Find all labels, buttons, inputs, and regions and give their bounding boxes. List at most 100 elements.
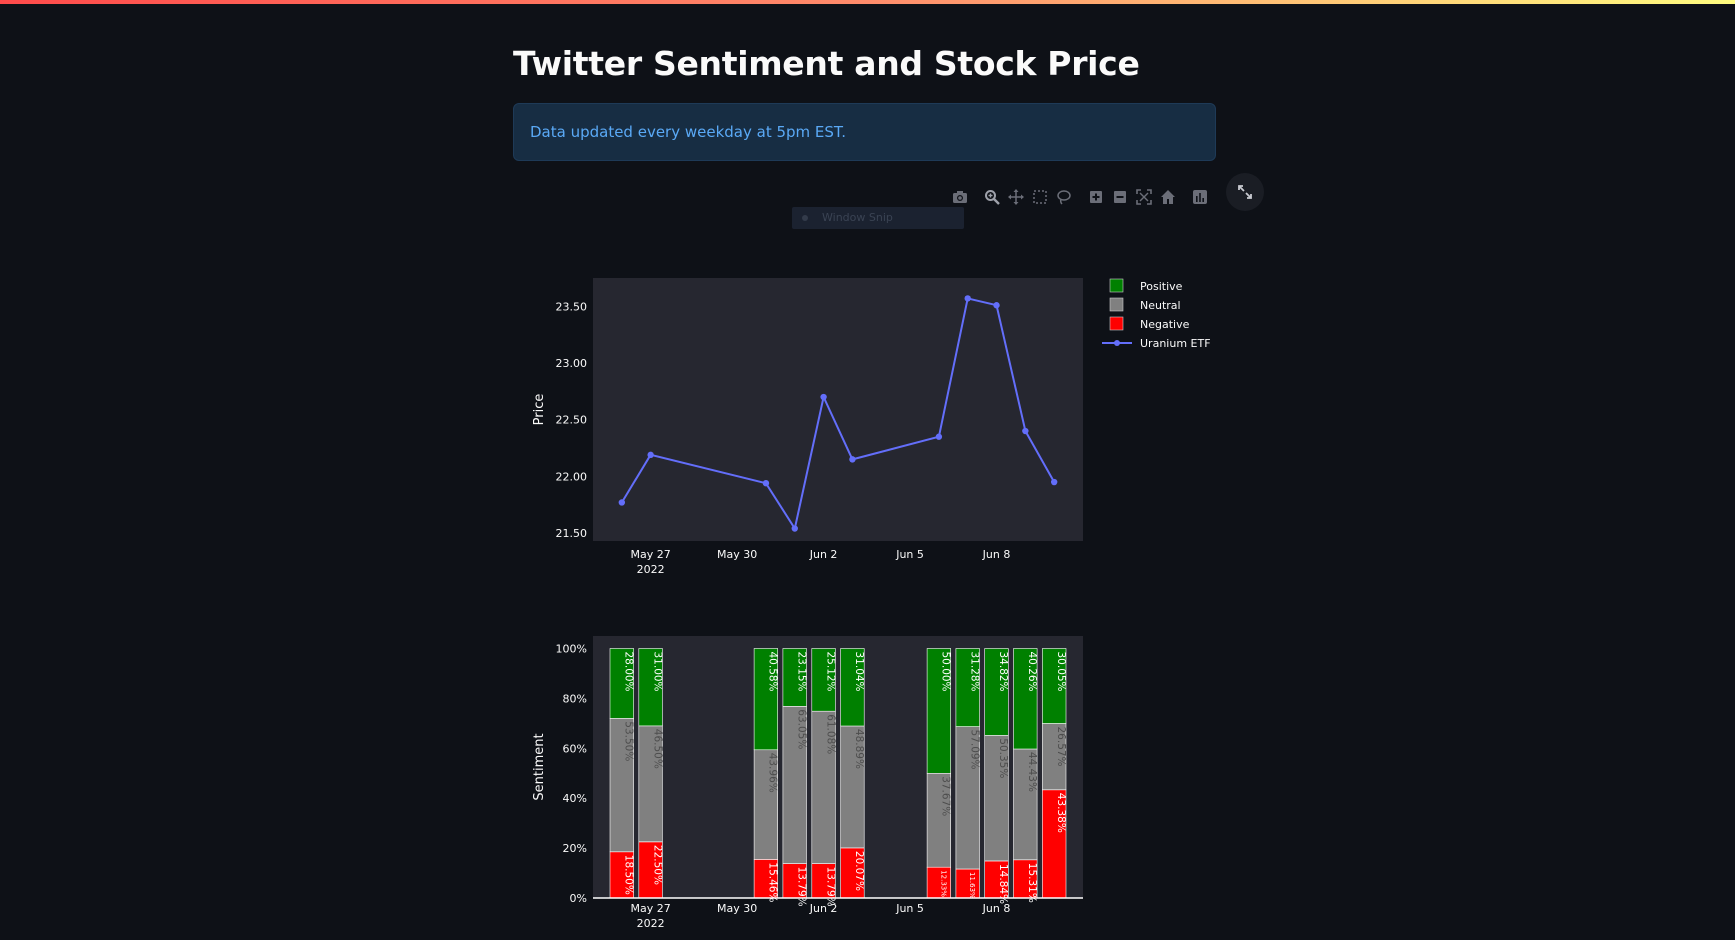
window-snip-label: Window Snip bbox=[822, 211, 893, 224]
bar-data-label: 34.82% bbox=[997, 652, 1009, 692]
info-alert: Data updated every weekday at 5pm EST. bbox=[513, 103, 1216, 161]
bar-data-label: 31.04% bbox=[853, 652, 865, 692]
legend-swatch bbox=[1109, 278, 1124, 293]
sentiment-x-tick-label: May 30 bbox=[717, 902, 757, 915]
price-y-tick-label: 23.50 bbox=[556, 300, 588, 313]
legend-swatch bbox=[1109, 316, 1124, 331]
fullscreen-button[interactable] bbox=[1226, 173, 1264, 211]
bar-data-label: 13.79% bbox=[795, 867, 807, 907]
sentiment-y-tick-label: 80% bbox=[563, 692, 587, 705]
bar-segment-positive bbox=[984, 648, 1009, 736]
price-x-tick-label: Jun 8 bbox=[982, 548, 1011, 561]
price-point bbox=[791, 525, 798, 532]
bar-data-label: 13.79% bbox=[824, 867, 836, 907]
zoom-in-icon[interactable] bbox=[1084, 186, 1108, 208]
sentiment-y-axis-title: Sentiment bbox=[532, 733, 547, 800]
bar-data-label: 57.09% bbox=[968, 730, 980, 770]
bar-data-label: 25.12% bbox=[824, 652, 836, 692]
sentiment-chart[interactable]: 0% 20% 40% 60% 80% 100% May 27 2022 May 30 Jun 2 J… bbox=[520, 628, 1220, 940]
legend-label: Positive bbox=[1140, 280, 1183, 293]
bar-segment-positive bbox=[955, 648, 980, 727]
price-point bbox=[1050, 478, 1058, 486]
bar-segment-positive bbox=[811, 648, 836, 712]
sentiment-x-tick-label: Jun 2 bbox=[809, 902, 838, 915]
sentiment-y-tick-label: 40% bbox=[563, 792, 587, 805]
bar-data-label: 43.96% bbox=[767, 753, 779, 793]
price-x-tick-label: May 30 bbox=[717, 548, 757, 561]
legend-swatch bbox=[1109, 297, 1124, 312]
bar-data-label: 48.89% bbox=[853, 729, 865, 769]
bar-data-label: 28.00% bbox=[623, 652, 635, 692]
price-y-axis-title: Price bbox=[532, 394, 547, 426]
legend-label: Neutral bbox=[1140, 299, 1181, 312]
camera-icon[interactable] bbox=[948, 186, 972, 208]
price-plot-area bbox=[593, 278, 1083, 541]
sentiment-x-tick-label: May 27 bbox=[631, 902, 671, 915]
bar-data-label: 31.00% bbox=[651, 652, 663, 692]
price-y-tick-label: 22.00 bbox=[556, 470, 588, 483]
bar-data-label: 18.50% bbox=[623, 855, 635, 895]
price-y-tick-label: 22.50 bbox=[556, 414, 588, 427]
price-point bbox=[647, 451, 654, 459]
legend-label: Negative bbox=[1140, 318, 1190, 331]
bar-data-label: 20.07% bbox=[853, 851, 865, 891]
price-point bbox=[849, 456, 856, 463]
bar-data-label: 61.08% bbox=[824, 714, 836, 754]
price-point bbox=[935, 433, 943, 440]
bar-segment-positive bbox=[638, 648, 663, 727]
info-alert-text: Data updated every weekday at 5pm EST. bbox=[530, 123, 847, 141]
bar-segment-positive bbox=[782, 648, 807, 707]
sentiment-y-tick-label: 20% bbox=[563, 842, 587, 855]
bar-segment-positive bbox=[753, 648, 779, 751]
bar-data-label: 11.63% bbox=[968, 872, 976, 899]
window-snip-tooltip: Window Snip bbox=[792, 207, 964, 229]
box-select-icon[interactable] bbox=[1028, 186, 1052, 208]
price-x-tick-label: Jun 5 bbox=[895, 548, 924, 561]
bar-data-label: 14.84% bbox=[997, 864, 1009, 904]
price-x-tick-label: Jun 2 bbox=[809, 548, 838, 561]
bar-data-label: 43.38% bbox=[1055, 793, 1067, 833]
sentiment-y-tick-label: 60% bbox=[563, 742, 587, 755]
bar-data-label: 44.43% bbox=[1026, 752, 1038, 792]
price-point bbox=[820, 393, 827, 401]
plotly-logo-icon[interactable] bbox=[1188, 186, 1212, 208]
app-top-decoration bbox=[0, 0, 1735, 4]
price-x-tick-label: May 27 bbox=[631, 548, 671, 561]
bar-data-label: 23.15% bbox=[795, 652, 807, 692]
bar-data-label: 50.35% bbox=[997, 738, 1009, 778]
sentiment-x-tick-year: 2022 bbox=[637, 917, 665, 930]
chart-modebar bbox=[948, 186, 1212, 208]
bar-data-label: 53.50% bbox=[623, 721, 635, 761]
bar-segment-positive bbox=[1013, 648, 1038, 750]
bar-segment-positive bbox=[840, 648, 865, 727]
price-chart[interactable]: 21.50 22.00 22.50 23.00 23.50 May 27 2022 May 3… bbox=[520, 268, 1220, 588]
sentiment-y-tick-label: 0% bbox=[570, 892, 587, 905]
reset-axes-icon[interactable] bbox=[1156, 186, 1180, 208]
price-y-tick-label: 23.00 bbox=[556, 357, 588, 370]
pan-icon[interactable] bbox=[1004, 186, 1028, 208]
sentiment-y-tick-label: 100% bbox=[556, 642, 587, 655]
bar-data-label: 26.57% bbox=[1055, 727, 1067, 767]
bar-segment-positive bbox=[926, 648, 952, 774]
zoom-out-icon[interactable] bbox=[1108, 186, 1132, 208]
bar-segment-positive bbox=[1042, 648, 1067, 724]
zoom-icon[interactable] bbox=[980, 186, 1004, 208]
bar-data-label: 31.28% bbox=[968, 652, 980, 692]
lasso-select-icon[interactable] bbox=[1052, 186, 1076, 208]
page-title: Twitter Sentiment and Stock Price bbox=[513, 44, 1140, 83]
bar-data-label: 63.05% bbox=[795, 709, 807, 749]
price-y-tick-label: 21.50 bbox=[556, 527, 588, 540]
bar-segment-positive bbox=[609, 648, 634, 719]
bar-data-label: 12.33% bbox=[939, 870, 947, 897]
bar-data-label: 50.00% bbox=[940, 652, 952, 692]
price-point bbox=[993, 302, 1000, 309]
price-point bbox=[762, 479, 770, 487]
bar-data-label: 40.26% bbox=[1026, 652, 1038, 692]
bar-data-label: 37.67% bbox=[940, 776, 952, 816]
legend-label: Uranium ETF bbox=[1140, 337, 1211, 350]
expand-icon bbox=[1238, 185, 1252, 199]
snip-dot-icon bbox=[802, 215, 808, 221]
price-point bbox=[1022, 427, 1029, 435]
autoscale-icon[interactable] bbox=[1132, 186, 1156, 208]
price-x-tick-year: 2022 bbox=[637, 563, 665, 576]
